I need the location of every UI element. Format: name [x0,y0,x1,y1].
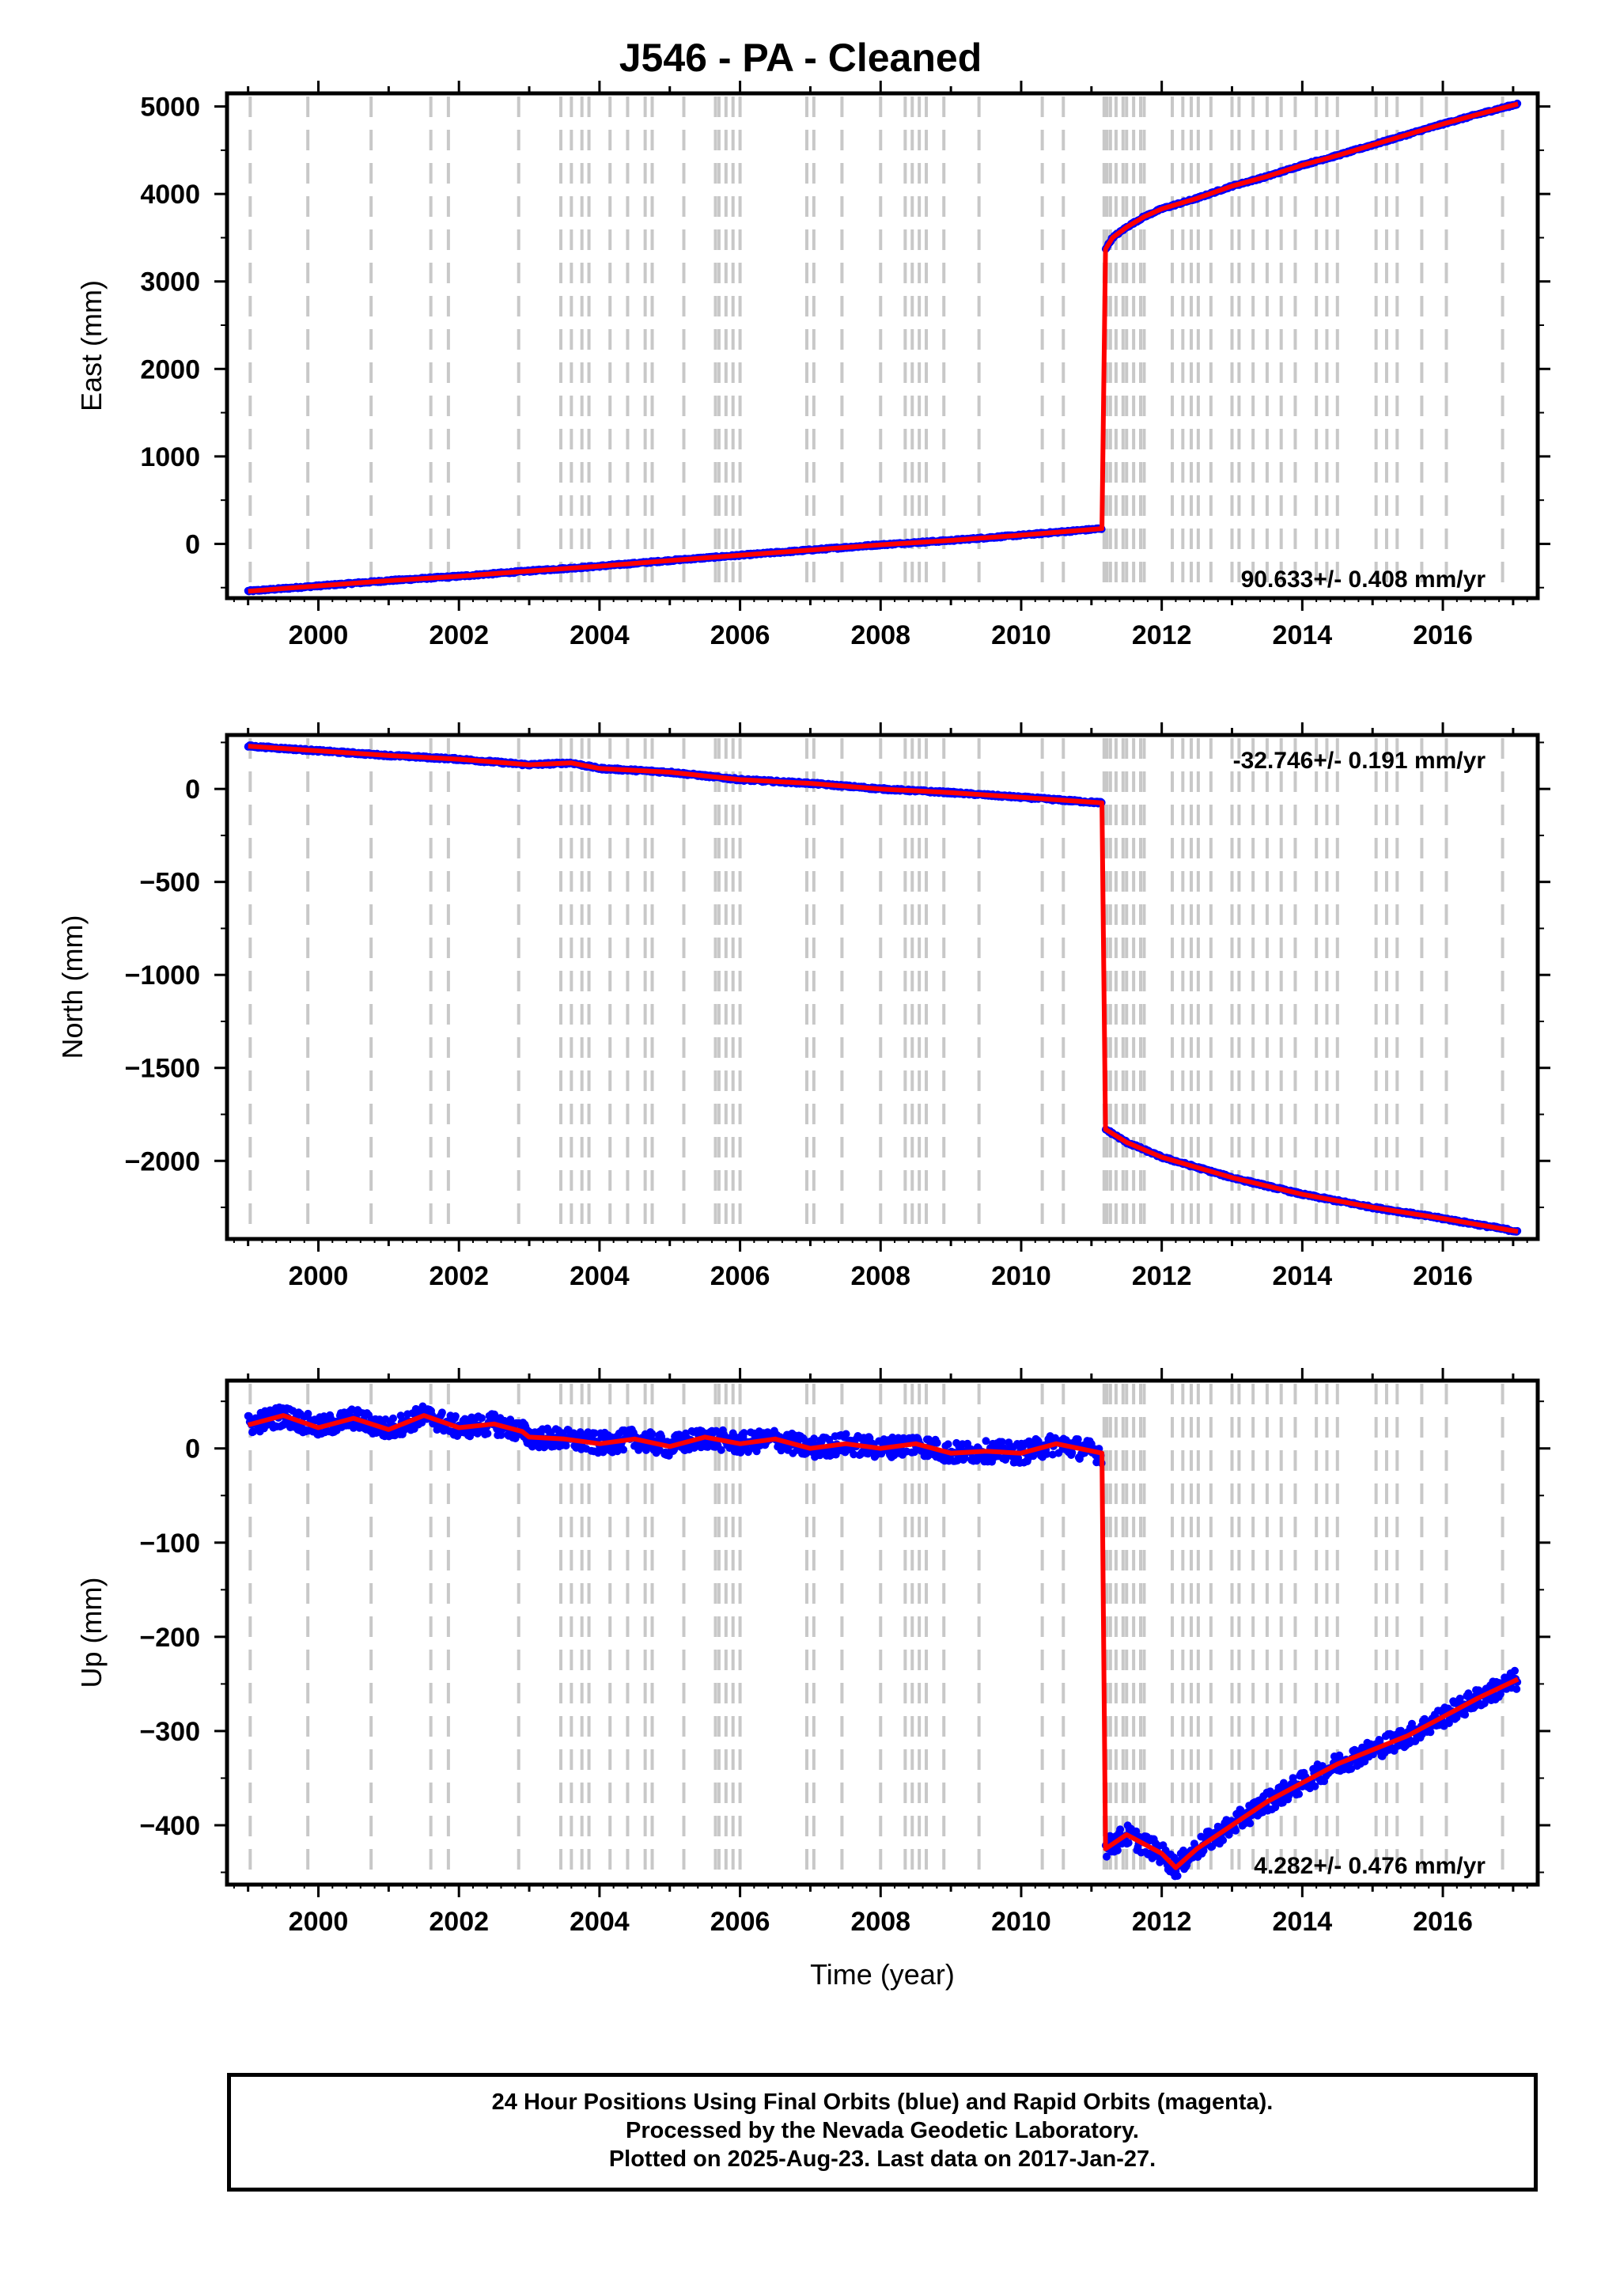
x-tick-label: 2008 [850,1261,910,1291]
y-tick-label: −1500 [125,1054,201,1084]
observation-point [1219,1836,1228,1844]
x-tick-label: 2016 [1413,620,1473,650]
observation-point [982,1437,990,1445]
charts-canvas: 2000 2002 2004 2006 2008 2010 2012 2014 2016 0 100… [56,81,1550,1991]
observation-point [1295,1790,1304,1798]
observation-point [304,1409,312,1418]
observation-point [1232,1826,1240,1835]
observation-point [1113,1846,1122,1855]
observation-point [1043,1449,1051,1458]
observation-point [717,1445,725,1454]
x-tick-label: 2000 [289,620,349,650]
y-tick-label: 1000 [140,442,200,472]
observation-point [1124,1839,1133,1847]
observation-point [1271,1803,1280,1812]
north-panel: 2000 2002 2004 2006 2008 2010 2012 2014 2016 0 −50… [56,722,1550,1291]
x-tick-label: 2002 [429,620,489,650]
y-axis-title: East (mm) [75,280,108,411]
observation-point [810,1434,819,1443]
plot-frame [225,91,1540,601]
observation-point [483,1429,492,1438]
observation-point [389,1414,397,1423]
page-title: J546 - PA - Cleaned [619,36,982,80]
observation-point [619,1445,628,1454]
y-tick-label: 3000 [140,267,200,297]
observation-point [842,1430,850,1438]
data-layer [244,1402,1522,1881]
data-layer [244,741,1522,1236]
y-axis-title: North (mm) [56,915,89,1059]
observation-point [396,1411,405,1420]
data-layer [244,99,1522,596]
observation-point [648,1430,657,1438]
observation-point [1408,1719,1416,1728]
observation-point [1426,1728,1435,1737]
observation-point [850,1450,858,1459]
up-panel: 2000 2002 2004 2006 2008 2010 2012 2014 20160−10… [75,1368,1550,1991]
observation-point [1376,1736,1384,1745]
x-tick-label: 2014 [1273,1261,1333,1291]
x-tick-label: 2008 [850,620,910,650]
observation-point [1179,1846,1187,1855]
observation-point [590,1429,599,1438]
x-tick-label: 2010 [991,620,1051,650]
observation-point [1103,1852,1111,1861]
y-tick-label: 0 [185,775,200,805]
x-tick-label: 2004 [570,1261,630,1291]
x-tick-label: 2014 [1273,620,1333,650]
observation-point [888,1433,897,1442]
model-line [248,101,1519,594]
y-tick-label: −2000 [125,1146,201,1176]
x-tick-label: 2012 [1132,1261,1192,1291]
observation-point [478,1414,486,1423]
observation-point [1199,1847,1208,1855]
model-line [248,744,1519,1234]
x-tick-label: 2000 [289,1261,349,1291]
observation-point [1246,1819,1255,1828]
x-tick-label: 2006 [710,620,770,650]
observation-point [451,1412,460,1420]
observation-point [1347,1764,1356,1773]
observation-point [1116,1825,1125,1834]
observation-point [933,1438,941,1447]
velocity-label: -32.746+/- 0.191 mm/yr [1233,748,1486,774]
y-tick-label: 0 [185,529,200,559]
observation-point [437,1408,446,1417]
velocity-label: 90.633+/- 0.408 mm/yr [1241,566,1486,593]
observation-point [740,1429,748,1438]
y-tick-label: 4000 [140,180,200,210]
y-tick-label: −500 [139,868,200,898]
observation-point [997,1438,1006,1446]
x-tick-label: 2012 [1132,620,1192,650]
x-tick-label: 2004 [570,620,630,650]
observation-point [1311,1782,1319,1790]
observation-point [1073,1435,1082,1444]
y-tick-label: 2000 [140,354,200,385]
x-tick-label: 2010 [991,1261,1051,1291]
x-tick-label: 2006 [710,1261,770,1291]
observation-point [1173,1872,1182,1880]
east-panel: 2000 2002 2004 2006 2008 2010 2012 2014 2016 0 100… [75,81,1550,650]
plot-frame [225,733,1540,1241]
x-tick-label: 2002 [429,1261,489,1291]
x-tick-label: 2016 [1413,1261,1473,1291]
y-tick-label: −1000 [125,960,201,991]
observation-point [944,1440,952,1449]
y-tick-label: 5000 [140,93,200,123]
observation-point [562,1442,570,1450]
observation-point [1132,1827,1141,1836]
